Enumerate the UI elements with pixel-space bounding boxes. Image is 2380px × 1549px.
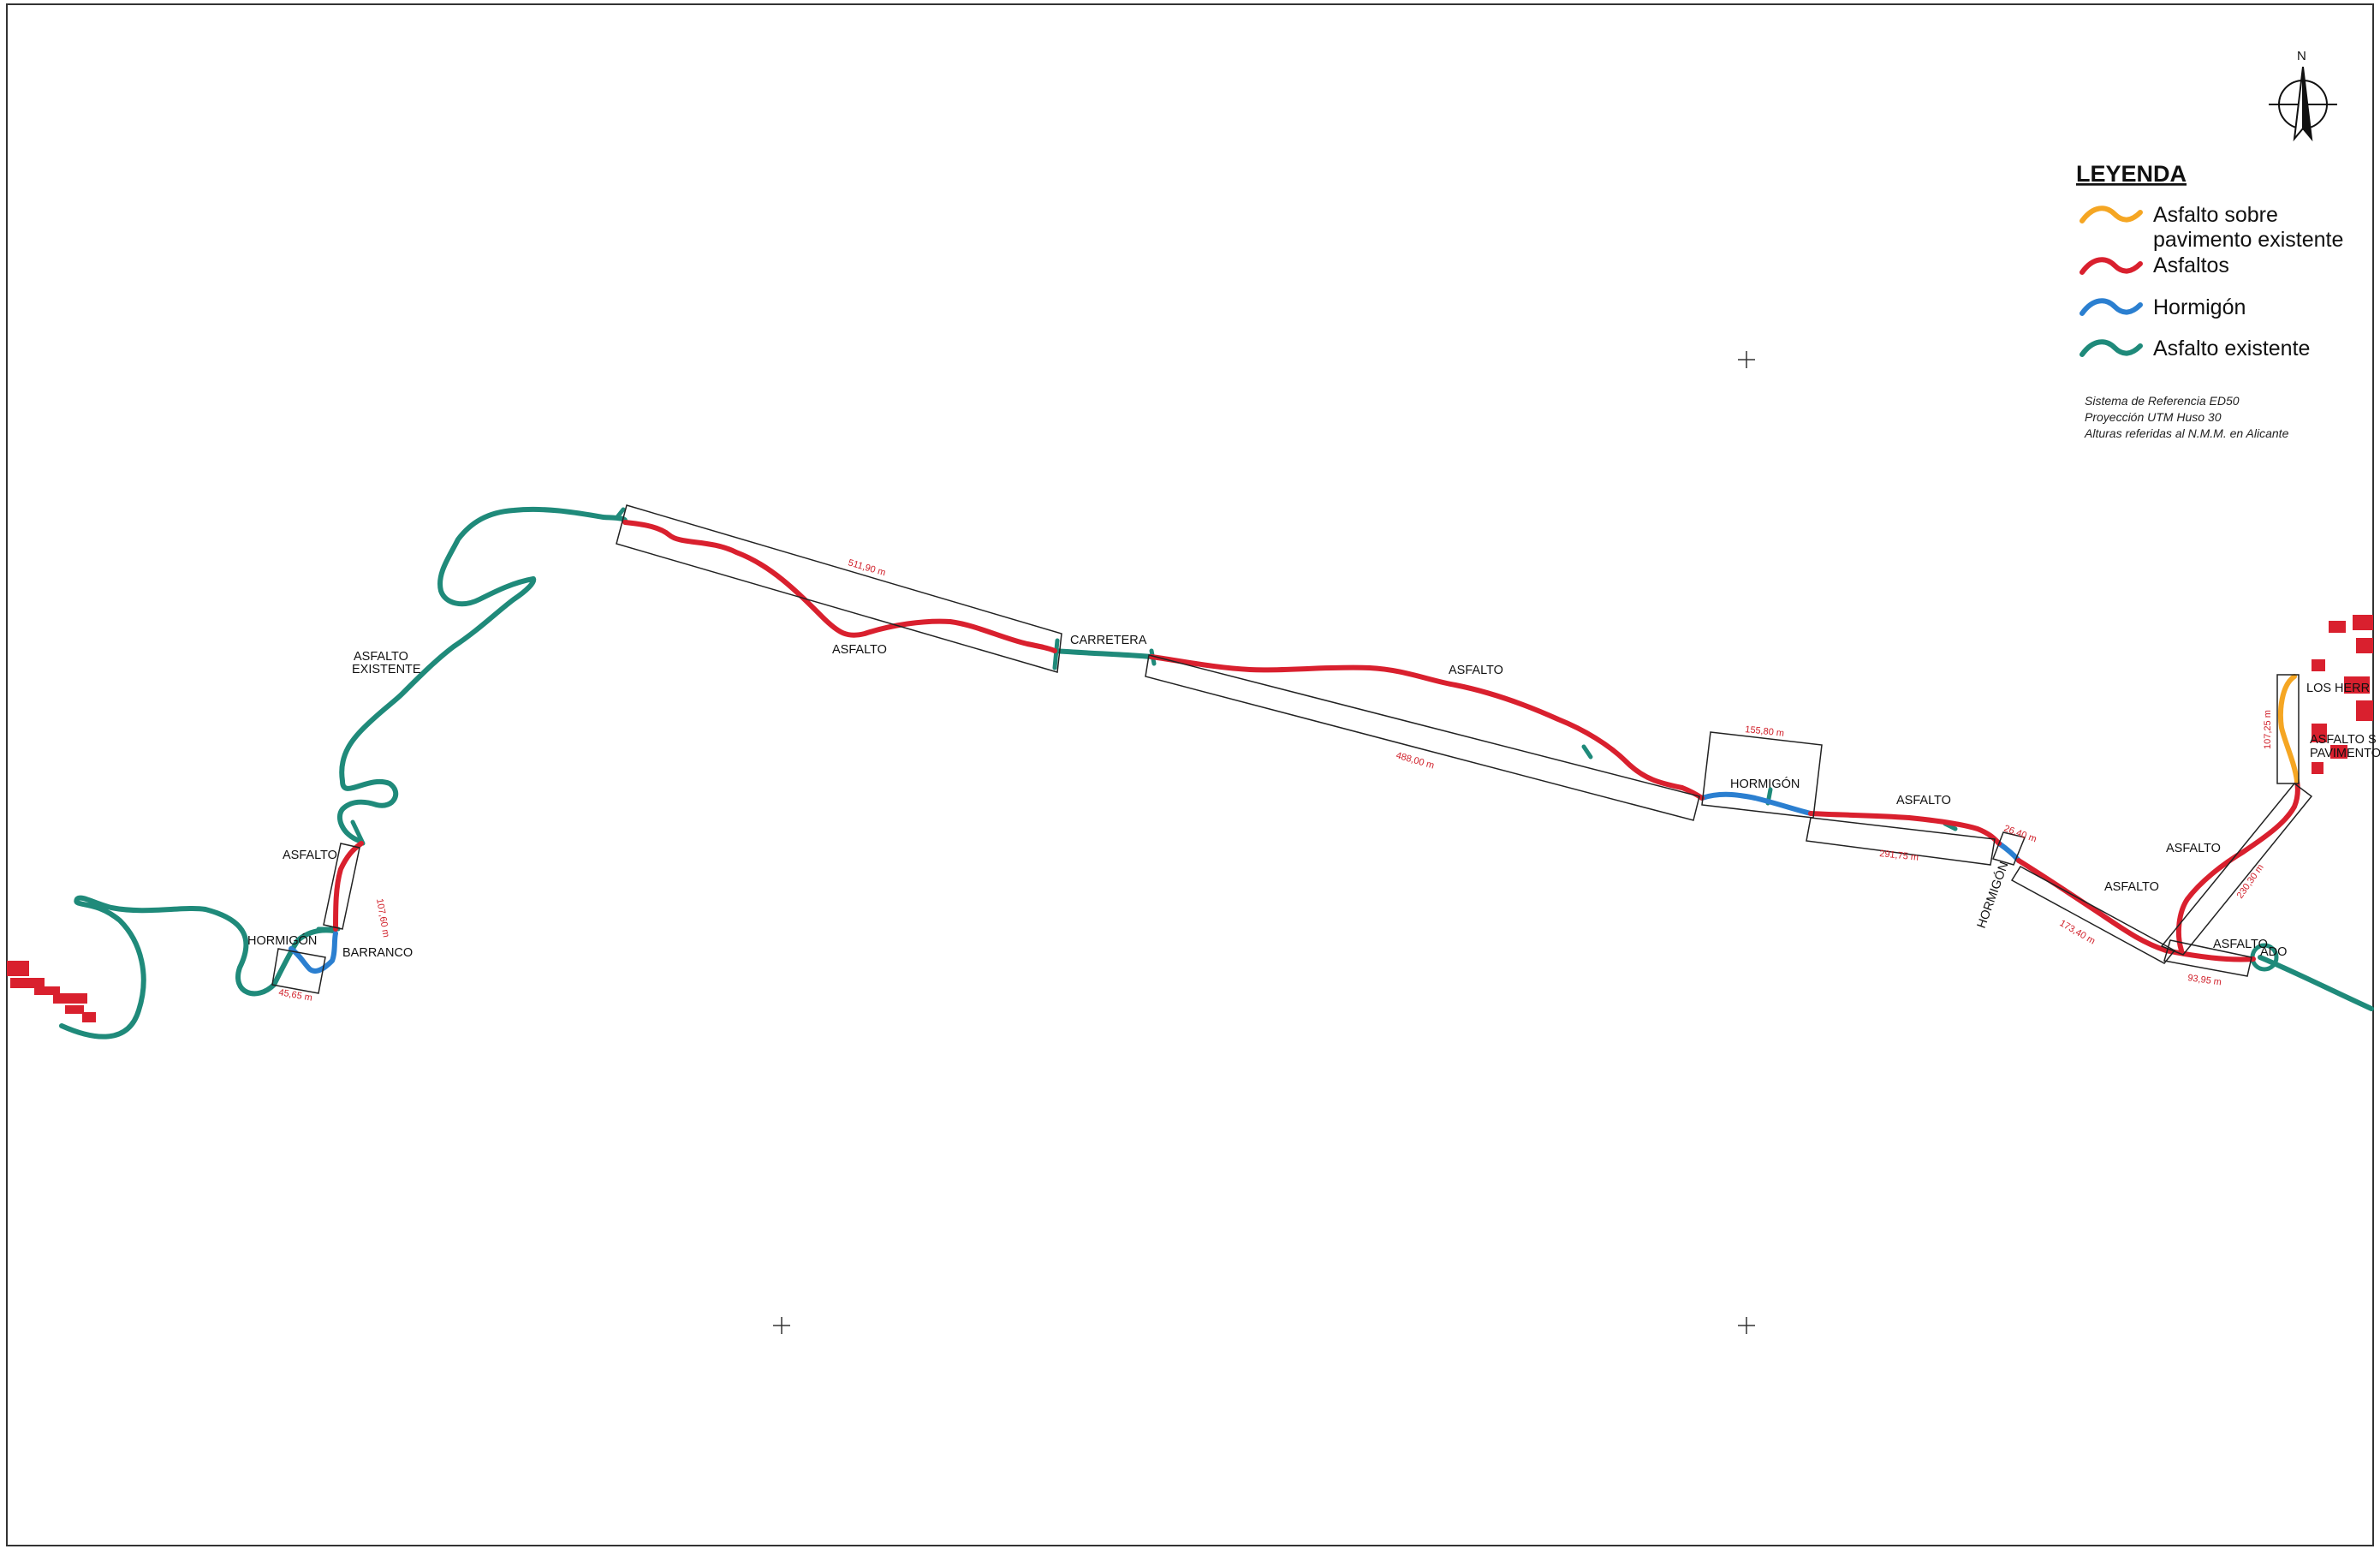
road-asfalto-north <box>622 520 1057 653</box>
label-asfalto-w: ASFALTO <box>283 849 337 862</box>
north-arrow-icon: N <box>2269 49 2337 142</box>
legend-label-asfalto-sobre-2: pavimento existente <box>2153 228 2343 252</box>
legend-item-asfaltos: Asfaltos <box>2080 253 2229 277</box>
dim-45: 45,65 m <box>277 987 312 1004</box>
legend-item-hormigon: Hormigón <box>2080 295 2246 319</box>
label-asfalto-existente-1: ASFALTO <box>354 650 408 664</box>
road-asfalto-existente-east <box>2258 955 2374 1011</box>
road-asfalto-east <box>1808 811 2002 846</box>
road-asfalto-center <box>1149 654 1705 801</box>
road-asfalto-existente-west <box>59 895 336 1040</box>
north-label: N <box>2297 49 2306 63</box>
road-asfalto-existente-north <box>336 506 628 843</box>
label-hormigon-e: HORMIGÓN <box>1974 860 2012 930</box>
legend-item-asfalto-sobre: Asfalto sobre pavimento existente <box>2080 203 2343 252</box>
buildings-west <box>7 961 96 1022</box>
legend-title: LEYENDA <box>2076 161 2187 187</box>
label-asfalto-existente-2: EXISTENTE <box>352 663 421 676</box>
label-ado: ADO <box>2260 945 2287 959</box>
dimension-boxes <box>271 504 2313 994</box>
road-labels: ASFALTO EXISTENTE ASFALTO HORMIGÓN BARRA… <box>247 634 2380 960</box>
legend-item-asfalto-existente: Asfalto existente <box>2080 337 2310 360</box>
road-hormigon-center <box>1699 791 1813 816</box>
sheet-frame <box>6 3 2374 1546</box>
label-barranco: BARRANCO <box>342 946 413 960</box>
grid-crosses <box>773 351 1755 1334</box>
legend-label-asfaltos: Asfaltos <box>2153 253 2229 277</box>
label-asfalto-e3: ASFALTO <box>2213 938 2268 951</box>
reference-note-2: Proyección UTM Huso 30 <box>2085 410 2222 424</box>
road-asfalto-sobre-pavimento <box>2277 674 2300 783</box>
road-asfalto-branch <box>2175 778 2300 953</box>
label-asfalto-c: ASFALTO <box>1896 794 1951 807</box>
road-asfalto-east-2 <box>2016 858 2256 962</box>
dim-511: 511,90 m <box>847 557 887 578</box>
road-asfalto-west <box>333 841 364 932</box>
road-asfalto-existente-carretera <box>1052 648 1154 659</box>
label-asfalto-n1: ASFALTO <box>832 643 887 657</box>
reference-note-3: Alturas referidas al N.M.M. en Alicante <box>2084 426 2289 440</box>
label-asfalto-n2: ASFALTO <box>1449 664 1503 677</box>
label-asfalto-s: ASFALTO S <box>2310 733 2377 747</box>
label-carretera: CARRETERA <box>1070 634 1147 647</box>
road-network <box>59 506 2374 1040</box>
dim-173: 173,40 m <box>2058 918 2097 946</box>
label-asfalto-e2: ASFALTO <box>2166 842 2221 855</box>
label-pavimento: PAVIMENTO <box>2310 747 2380 760</box>
label-los-herr: LOS HERR <box>2306 682 2370 695</box>
legend-label-hormigon: Hormigón <box>2153 295 2246 319</box>
legend-label-asfalto-sobre-1: Asfalto sobre <box>2153 203 2278 227</box>
dimension-labels: 511,90 m 488,00 m 155,80 m 291,75 m 26,4… <box>277 557 2273 1004</box>
dim-488: 488,00 m <box>1395 750 1435 771</box>
legend: LEYENDA Asfalto sobre pavimento existent… <box>2076 161 2343 440</box>
label-asfalto-e1: ASFALTO <box>2104 880 2159 894</box>
label-hormigon-w: HORMIGÓN <box>247 933 317 948</box>
legend-label-asfalto-existente: Asfalto existente <box>2153 337 2310 360</box>
dim-230: 230,30 m <box>2235 862 2266 900</box>
reference-note-1: Sistema de Referencia ED50 <box>2085 394 2240 408</box>
road-hormigon-west <box>289 931 338 974</box>
dim-93: 93,95 m <box>2187 973 2222 987</box>
label-hormigon-c: HORMIGÓN <box>1730 777 1800 791</box>
dim-155: 155,80 m <box>1745 724 1785 739</box>
buildings-east <box>2312 615 2373 774</box>
dim-107-east: 107,25 m <box>2263 710 2273 749</box>
dim-107-west: 107,60 m <box>374 897 391 938</box>
dim-26: 26,40 m <box>2002 824 2038 845</box>
dim-291: 291,75 m <box>1879 849 1919 863</box>
